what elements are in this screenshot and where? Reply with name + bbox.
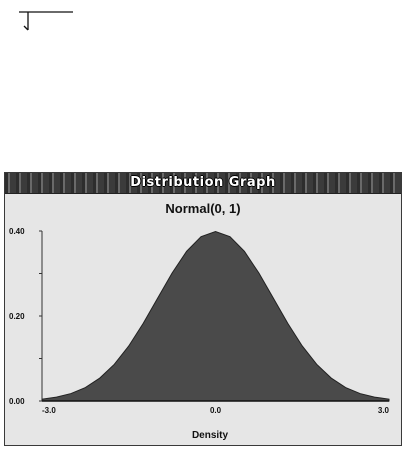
distribution-graph-window: Distribution Graph Normal(0, 1) 0.00 0.20… <box>4 172 402 446</box>
x-tick-label: -3.0 <box>42 406 56 415</box>
x-tick-label: 3.0 <box>378 406 390 415</box>
y-tick-label: 0.40 <box>9 227 25 236</box>
x-axis-label: Density <box>192 430 229 441</box>
x-tick-label: 0.0 <box>210 406 222 415</box>
density-area <box>41 230 390 402</box>
chart-title: Normal(0, 1) <box>165 201 240 216</box>
distribution-chart: Normal(0, 1) 0.00 0.20 0.40 -3.0 0.0 3.0 Den… <box>9 201 390 441</box>
y-tick-label: 0.20 <box>9 312 25 321</box>
y-tick-label: 0.00 <box>9 397 25 406</box>
window-title: Distribution Graph <box>130 175 276 190</box>
window-titlebar[interactable]: Distribution Graph <box>5 173 401 194</box>
square-root-symbol <box>19 11 73 31</box>
